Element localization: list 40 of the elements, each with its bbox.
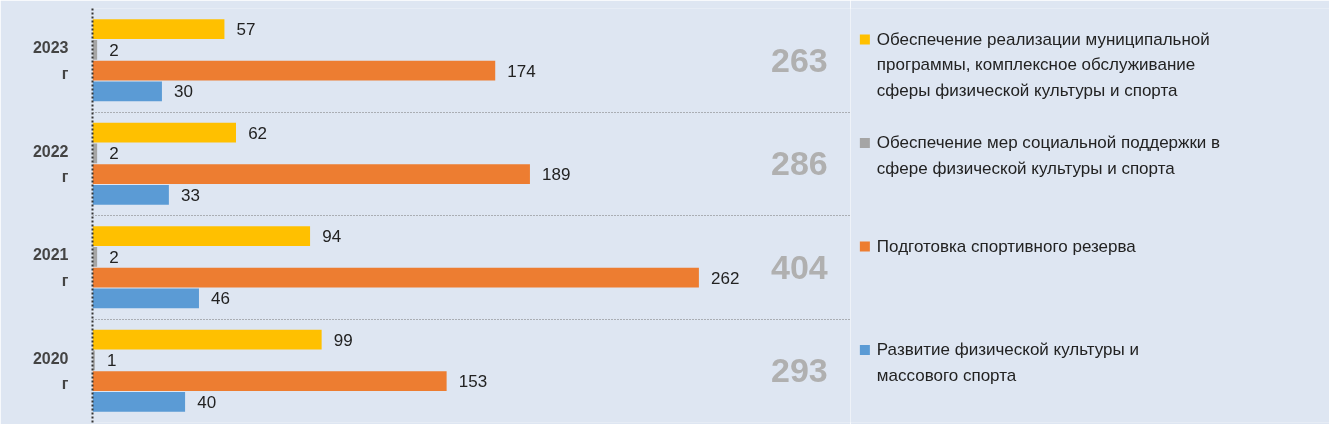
data-label: 94 — [322, 227, 342, 247]
data-label: 33 — [181, 185, 200, 205]
data-label: 99 — [333, 330, 353, 350]
text: 404 — [771, 247, 828, 286]
bar — [92, 391, 186, 412]
y-tick-label: 2020 г — [32, 349, 69, 392]
bar — [92, 226, 311, 247]
data-label: 153 — [458, 372, 488, 392]
data-label: 62 — [248, 123, 268, 143]
bar — [92, 60, 496, 81]
text: 263 — [771, 40, 828, 79]
bar — [92, 19, 225, 40]
data-label: 189 — [542, 165, 571, 185]
legend-label: Обеспечение мер социальной поддержки в сфере физической культуры и спорта — [876, 133, 1221, 178]
text: 293 — [771, 351, 828, 390]
data-label: 2 — [109, 144, 119, 164]
data-label: 2 — [109, 247, 119, 267]
y-tick-label: 2023 г — [32, 39, 69, 82]
data-label: 40 — [197, 392, 217, 412]
bar — [92, 81, 162, 102]
data-label: 30 — [174, 82, 193, 102]
bar — [92, 371, 447, 391]
y-tick-label: 2021 г — [32, 246, 69, 289]
y-tick-label: 2022 г — [32, 142, 69, 185]
data-label: 1 — [106, 351, 117, 371]
data-label: 262 — [711, 268, 740, 288]
bar — [92, 122, 236, 143]
bar — [92, 288, 199, 309]
data-label: 2 — [109, 40, 119, 60]
legend-label: Обеспечение реализации муниципальной программы, комплексное обслуживание сферы физической культуры и спорта — [876, 29, 1210, 100]
data-label: 46 — [211, 289, 231, 309]
data-label: 57 — [236, 20, 256, 40]
legend-label: Подготовка спортивного резерва — [876, 236, 1137, 256]
bar — [92, 164, 530, 184]
bar — [92, 184, 169, 205]
text: 286 — [771, 144, 828, 183]
data-label: 174 — [507, 61, 536, 81]
bar — [92, 267, 699, 288]
legend-label: Развитие физической культуры и массового спорта — [876, 340, 1139, 385]
bar — [92, 329, 322, 350]
